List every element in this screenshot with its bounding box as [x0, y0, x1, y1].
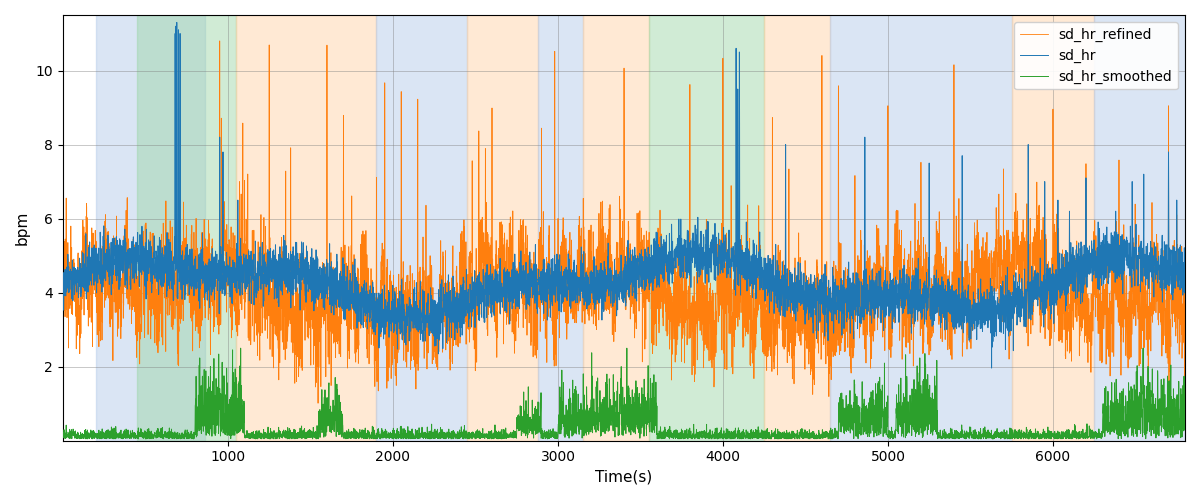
sd_hr_smoothed	[310, 436, 324, 442]
Bar	[764, 15, 830, 440]
sd_hr	[169, 20, 184, 26]
Bar	[1094, 15, 1184, 440]
Line: sd_hr_refined: sd_hr_refined	[62, 41, 1186, 406]
Bar	[538, 15, 583, 440]
Bar	[96, 15, 205, 440]
sd_hr	[984, 365, 998, 371]
sd_hr_refined	[740, 296, 755, 302]
sd_hr_refined	[212, 38, 227, 44]
sd_hr	[619, 273, 634, 279]
Bar	[830, 15, 1012, 440]
sd_hr_smoothed	[1178, 414, 1193, 420]
sd_hr_smoothed	[943, 435, 958, 441]
sd_hr_refined	[1142, 336, 1157, 342]
sd_hr_refined	[55, 315, 70, 321]
sd_hr_smoothed	[55, 432, 70, 438]
sd_hr	[943, 286, 958, 292]
sd_hr_refined	[1178, 275, 1193, 281]
sd_hr	[55, 278, 70, 284]
Bar	[649, 15, 764, 440]
Bar	[377, 15, 467, 440]
Line: sd_hr: sd_hr	[62, 22, 1186, 368]
Bar	[1012, 15, 1094, 440]
Bar	[236, 15, 377, 440]
sd_hr_refined	[943, 352, 958, 358]
sd_hr_smoothed	[619, 345, 634, 351]
sd_hr	[740, 263, 755, 269]
sd_hr_smoothed	[287, 436, 301, 442]
sd_hr	[1142, 257, 1157, 263]
sd_hr_smoothed	[740, 432, 755, 438]
Bar	[467, 15, 538, 440]
sd_hr	[287, 274, 301, 280]
Line: sd_hr_smoothed: sd_hr_smoothed	[62, 348, 1186, 439]
X-axis label: Time(s): Time(s)	[595, 470, 653, 485]
sd_hr_refined	[1177, 402, 1192, 408]
Y-axis label: bpm: bpm	[16, 210, 30, 245]
sd_hr_refined	[619, 266, 634, 272]
Bar	[583, 15, 649, 440]
sd_hr_refined	[287, 310, 301, 316]
Legend: sd_hr_refined, sd_hr, sd_hr_smoothed: sd_hr_refined, sd_hr, sd_hr_smoothed	[1014, 22, 1178, 90]
sd_hr_refined	[187, 247, 202, 253]
sd_hr	[187, 280, 202, 286]
sd_hr_smoothed	[187, 432, 202, 438]
sd_hr_smoothed	[234, 345, 248, 351]
sd_hr_smoothed	[1142, 394, 1157, 400]
Bar	[137, 15, 236, 440]
sd_hr	[1178, 250, 1193, 256]
